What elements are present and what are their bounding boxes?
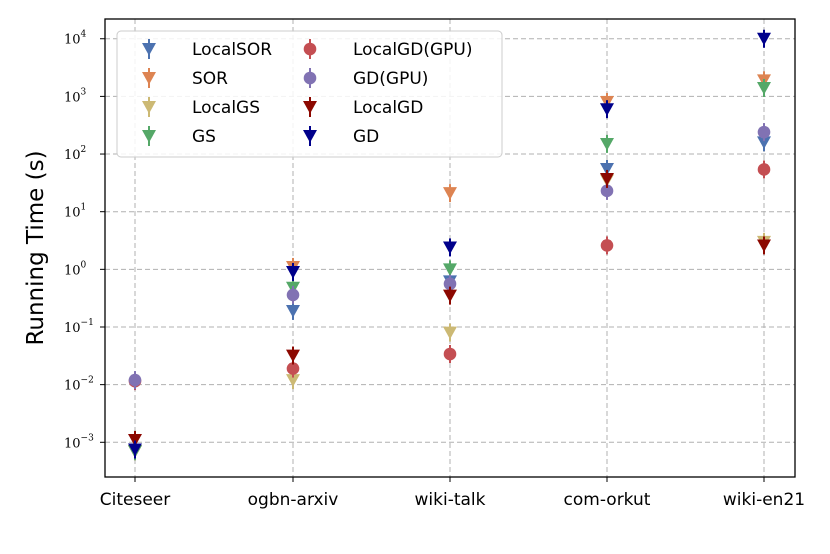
legend: LocalSOR SOR LocalGS GS LocalGD(GPU) GD(GPU) L… [116,30,503,158]
data-point [757,82,771,95]
y-tick-label: 10−1 [64,318,94,336]
x-axis: Citeseer ogbn-arxiv wiki-talk com-orkut wiki… [100,477,805,510]
data-point [286,374,300,387]
data-point [443,241,457,255]
data-point [286,288,300,302]
y-tick-label: 103 [64,87,87,105]
legend-label: GD [353,127,379,147]
legend-label: LocalGD [353,98,423,118]
legend-marker [303,130,317,143]
legend-item-localgd-gpu: LocalGD(GPU) [303,39,472,60]
data-point [600,172,614,186]
data-point [286,304,300,318]
data-point [286,362,300,375]
y-tick-label: 10−3 [64,433,94,451]
data-point [757,136,771,149]
legend-label: GS [192,127,216,147]
x-tick-label: ogbn-arxiv [248,490,339,510]
data-point [128,433,142,447]
legend-marker [142,130,156,143]
legend-item-gd-gpu: GD(GPU) [303,68,428,89]
data-point [600,163,614,176]
data-point [600,239,614,252]
legend-item-localgs: LocalGS [142,97,260,118]
data-point [757,32,771,46]
legend-item-gs: GS [142,126,216,147]
y-tick-label: 101 [64,203,86,221]
data-point [600,184,614,198]
data-point [757,239,771,253]
data-point [600,103,614,116]
legend-marker [303,42,317,56]
legend-marker [303,101,317,114]
y-axis-label: Running Time (s) [23,150,49,345]
data-point [286,349,300,363]
x-tick-label: wiki-talk [415,490,486,510]
x-tick-label: com-orkut [564,490,651,510]
legend-label: LocalSOR [192,40,272,60]
legend-marker [142,101,156,114]
data-point [443,289,457,303]
data-markers [128,29,771,461]
y-axis: 10−3 10−2 10−1 100 101 102 103 104 [64,30,105,451]
data-point [757,125,771,139]
y-tick-label: 10−2 [64,376,94,394]
legend-label: GD(GPU) [353,69,428,89]
legend-label: SOR [192,69,228,89]
legend-item-gd: GD [303,126,379,147]
legend-item-sor: SOR [142,68,228,89]
y-tick-label: 102 [64,145,86,163]
data-point [443,347,457,361]
legend-box [116,30,503,158]
data-point [128,373,142,387]
data-point [757,163,771,176]
legend-marker [142,43,156,56]
series-gd [128,29,771,459]
legend-marker [142,72,156,85]
data-point [443,263,457,276]
data-point [443,187,457,200]
legend-marker [303,71,317,85]
data-point [286,266,300,279]
legend-label: LocalGS [192,98,260,118]
x-tick-label: Citeseer [100,490,170,510]
y-tick-label: 104 [64,30,87,48]
x-tick-label: wiki-en21 [723,490,805,510]
data-point [128,443,142,457]
data-point [443,326,457,340]
data-point [600,137,614,151]
legend-item-localgd: LocalGD [303,97,423,118]
y-tick-label: 100 [64,260,87,278]
data-point [443,277,457,291]
legend-label: LocalGD(GPU) [353,40,472,60]
legend-item-localsor: LocalSOR [142,39,272,60]
series-gd-gpu [128,123,771,390]
